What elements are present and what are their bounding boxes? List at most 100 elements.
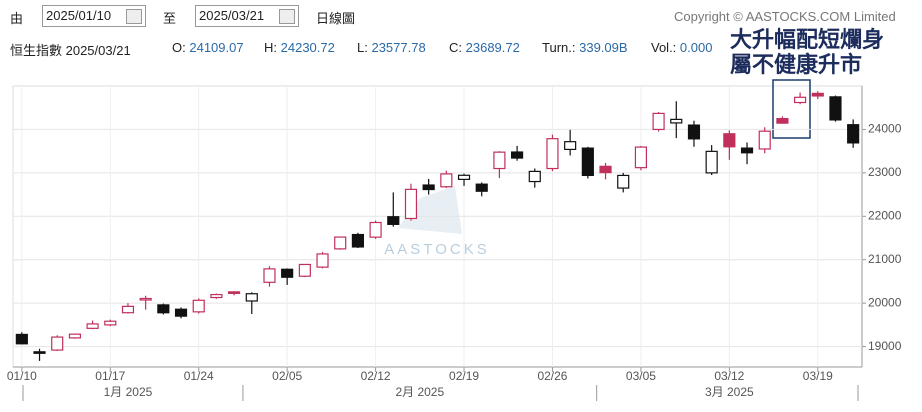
from-date: 2025/01/10: [46, 8, 112, 23]
from-label: 由: [10, 11, 24, 26]
value: 23689.72: [465, 40, 520, 55]
y-tick-label: 20000: [868, 295, 902, 309]
x-tick-label: 02/05: [272, 369, 302, 383]
value: 24230.72: [280, 40, 335, 55]
candle-body: [617, 174, 630, 189]
candle-body: [422, 184, 435, 191]
copyright: Copyright © AASTOCKS.COM Limited: [674, 9, 896, 24]
quote-item: H: 24230.72: [264, 40, 335, 55]
candle-body: [511, 151, 524, 159]
candle-body: [493, 151, 506, 170]
candle-body: [263, 268, 276, 283]
candle-body: [68, 333, 81, 339]
candle-body: [157, 304, 170, 314]
candle-body: [723, 133, 736, 148]
label: Vol.:: [651, 40, 677, 55]
candle-body: [528, 170, 541, 183]
candle-body: [457, 174, 471, 180]
y-tick-label: 19000: [868, 339, 902, 353]
candle-body: [475, 183, 488, 192]
candle-body: [705, 150, 718, 174]
y-tick-label: 21000: [868, 252, 902, 266]
annotation: 大升幅配短爛身: [730, 27, 884, 52]
to-date-input[interactable]: 2025/03/21: [195, 5, 299, 27]
candle-body: [210, 293, 223, 299]
candle-body: [334, 236, 347, 250]
candle-body: [15, 333, 28, 345]
candle-body: [687, 124, 701, 140]
candle-body: [564, 141, 577, 151]
candle-body: [599, 165, 612, 174]
calendar-icon[interactable]: [279, 9, 295, 24]
candle-body: [33, 351, 46, 354]
y-tick-label: 22000: [868, 208, 902, 222]
value: 23577.78: [371, 40, 426, 55]
candle-body: [404, 188, 418, 220]
from-date-input[interactable]: 2025/01/10: [42, 5, 146, 27]
candle-body: [351, 233, 364, 248]
quote-item: Turn.: 339.09B: [542, 40, 628, 55]
candle-body: [740, 147, 754, 154]
watermark: AASTOCKS: [384, 241, 489, 258]
candle-body: [652, 112, 665, 131]
candle-body: [192, 299, 205, 313]
to-label: 至: [163, 11, 177, 26]
y-tick-label: 24000: [868, 122, 902, 136]
candle-body: [776, 117, 789, 124]
candle-body: [51, 336, 64, 351]
calendar-icon[interactable]: [126, 9, 142, 24]
candle-body: [104, 320, 117, 326]
label: O:: [172, 40, 186, 55]
x-tick-label: 02/26: [537, 369, 567, 383]
candle-body: [829, 96, 842, 121]
candle-body: [847, 124, 860, 144]
label: H:: [264, 40, 277, 55]
candle-body: [811, 92, 824, 97]
candle-body: [316, 253, 329, 268]
watermark-logo: [398, 186, 462, 234]
candle-body: [546, 138, 559, 170]
quote-item: C: 23689.72: [449, 40, 520, 55]
x-tick-label: 01/17: [95, 369, 125, 383]
candle-body: [794, 96, 807, 104]
value: 24109.07: [189, 40, 244, 55]
candle-body: [245, 293, 258, 302]
x-tick-label: 02/12: [361, 369, 391, 383]
candle-body: [387, 216, 400, 225]
candle-body: [174, 308, 188, 317]
candle-body: [298, 263, 311, 277]
chart-kind[interactable]: 日線圖: [316, 11, 356, 26]
candle-body: [121, 305, 135, 314]
quote-item: L: 23577.78: [357, 40, 426, 55]
x-tick-label: 03/12: [714, 369, 744, 383]
candle-body: [581, 147, 594, 177]
candle-body: [86, 323, 99, 329]
x-tick-label: 01/24: [184, 369, 214, 383]
month-label: 2月 2025: [395, 385, 444, 399]
candle-body: [440, 173, 453, 188]
candle-body: [369, 221, 382, 238]
quote-item: Vol.: 0.000: [651, 40, 712, 55]
label: L:: [357, 40, 368, 55]
label: Turn.:: [542, 40, 576, 55]
value: 339.09B: [579, 40, 628, 55]
x-tick-label: 03/19: [803, 369, 833, 383]
to-date: 2025/03/21: [199, 8, 265, 23]
candle-body: [139, 297, 152, 301]
candle-body: [670, 118, 683, 124]
month-label: 3月 2025: [705, 385, 754, 399]
candle-body: [228, 291, 241, 294]
label: C:: [449, 40, 462, 55]
x-tick-label: 02/19: [449, 369, 479, 383]
value: 0.000: [679, 40, 713, 55]
month-label: 1月 2025: [104, 385, 153, 399]
candle-body: [758, 130, 771, 150]
y-tick-label: 23000: [868, 165, 902, 179]
candle-body: [634, 146, 647, 169]
quote-name: 恒生指數 2025/03/21: [10, 43, 131, 58]
x-tick-label: 01/10: [7, 369, 37, 383]
highlight-box: [772, 79, 811, 139]
quote-item: O: 24109.07: [172, 40, 244, 55]
